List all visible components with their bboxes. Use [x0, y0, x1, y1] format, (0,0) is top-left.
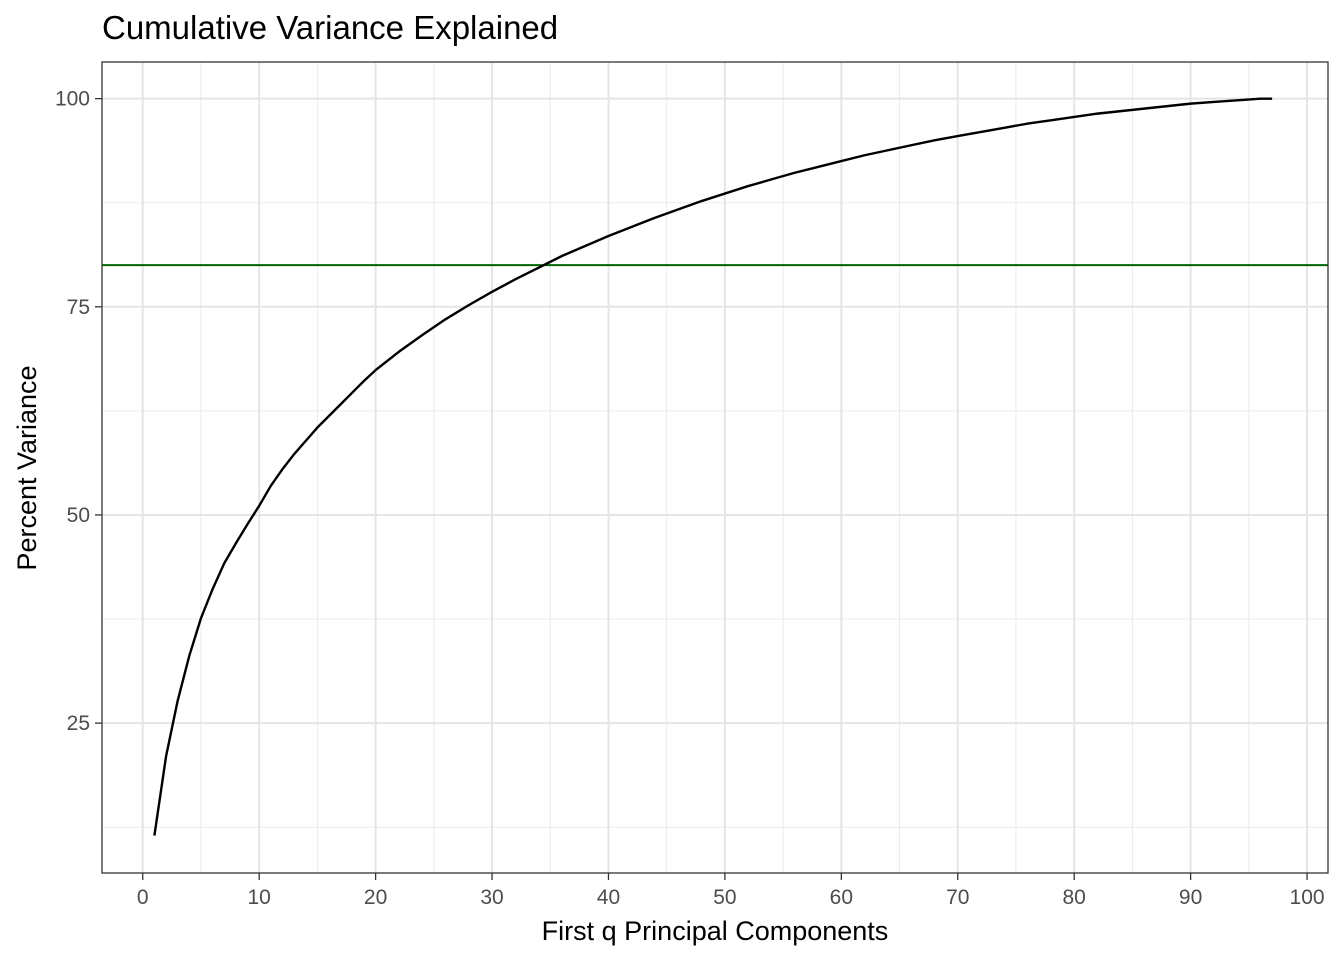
plot-panel-background [102, 62, 1328, 873]
x-tick-label: 0 [137, 886, 149, 909]
series-layer [153, 97, 1273, 836]
x-tick-label: 40 [597, 886, 620, 909]
x-tick-label: 50 [713, 886, 736, 909]
y-tick-label: 25 [67, 712, 90, 735]
chart-title: Cumulative Variance Explained [102, 9, 558, 46]
x-tick-label: 20 [364, 886, 387, 909]
minor-gridlines [102, 62, 1328, 873]
x-tick-label: 90 [1179, 886, 1202, 909]
x-tick-label: 100 [1290, 886, 1325, 909]
x-tick-label: 10 [247, 886, 270, 909]
y-tick-label: 100 [55, 88, 90, 111]
x-axis-title: First q Principal Components [542, 916, 889, 946]
plot-panel-border [101, 61, 1329, 874]
y-tick-label: 75 [67, 296, 90, 319]
y-axis-title: Percent Variance [12, 365, 42, 570]
x-tick-label: 30 [480, 886, 503, 909]
x-tick-label: 80 [1063, 886, 1086, 909]
x-tick-label: 70 [946, 886, 969, 909]
y-axis: 25 50 75 100 [55, 88, 102, 735]
x-axis: 0 10 20 30 40 50 60 70 80 90 100 [137, 873, 1325, 909]
y-tick-label: 50 [67, 504, 90, 527]
cumulative-variance-line [153, 97, 1273, 836]
major-gridlines [102, 62, 1328, 873]
x-tick-label: 60 [830, 886, 853, 909]
